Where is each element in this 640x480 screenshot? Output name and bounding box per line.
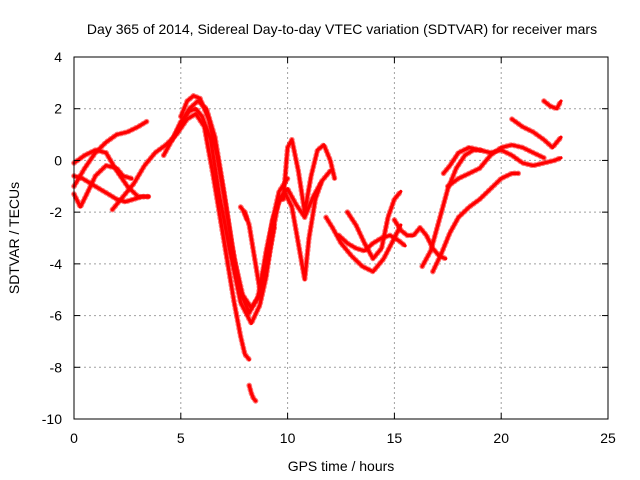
series-sat-e [109,111,252,363]
series-markers [246,382,259,404]
grid-layer [74,57,608,419]
series-markers [419,147,485,270]
y-tick-label: -10 [42,411,62,427]
series-markers [509,116,564,151]
series-markers [391,217,449,262]
series-sat-s [509,116,564,151]
x-tick-label: 15 [387,430,403,446]
series-sat-u [246,382,259,404]
series-sat-k [323,214,404,275]
chart-title: Day 365 of 2014, Sidereal Day-to-day VTE… [87,21,597,37]
series-sat-n [391,217,449,262]
x-tick-label: 10 [280,430,296,446]
y-tick-label: -8 [50,359,63,375]
plot-frame [73,56,609,420]
series-sat-j [280,136,338,215]
series-sat-v [237,204,250,223]
y-tick-label: 0 [54,152,62,168]
series-markers [178,93,278,311]
series-markers [237,204,250,223]
y-tick-label: 4 [54,49,62,65]
series-markers [445,142,547,190]
y-axis-label: SDTVAR / TECUs [6,182,22,294]
series-sat-r [445,142,547,190]
tick-layer: 0 5 10 15 20 25 -10 -8 -6 -4 -2 0 2 4 [42,49,616,446]
y-tick-label: -4 [50,256,63,272]
x-tick-label: 25 [600,430,616,446]
series-markers [280,136,338,215]
series-sat-h [178,93,278,311]
series-sat-a [71,118,150,190]
series-markers [71,147,152,200]
series-markers [71,162,135,210]
y-tick-label: 2 [54,101,62,117]
series-layer [71,93,564,404]
series-markers [71,118,150,190]
series-markers [109,111,252,363]
series-markers [541,98,564,112]
series-sat-l [336,232,408,254]
series-markers [71,173,152,205]
x-tick-label: 0 [70,430,78,446]
y-tick-label: -2 [50,204,63,220]
x-axis-label: GPS time / hours [288,458,395,474]
y-tick-label: -6 [50,308,63,324]
series-markers [344,188,404,262]
series-sat-b [71,147,152,200]
series-sat-p [430,170,522,275]
series-sat-m [344,188,404,262]
series-markers [336,232,408,254]
series-sat-c [71,162,135,210]
x-tick-label: 20 [493,430,509,446]
series-markers [430,170,522,275]
series-sat-d [71,173,152,205]
series-sat-o [419,147,485,270]
series-markers [323,214,404,275]
series-sat-t [541,98,564,112]
x-tick-label: 5 [177,430,185,446]
